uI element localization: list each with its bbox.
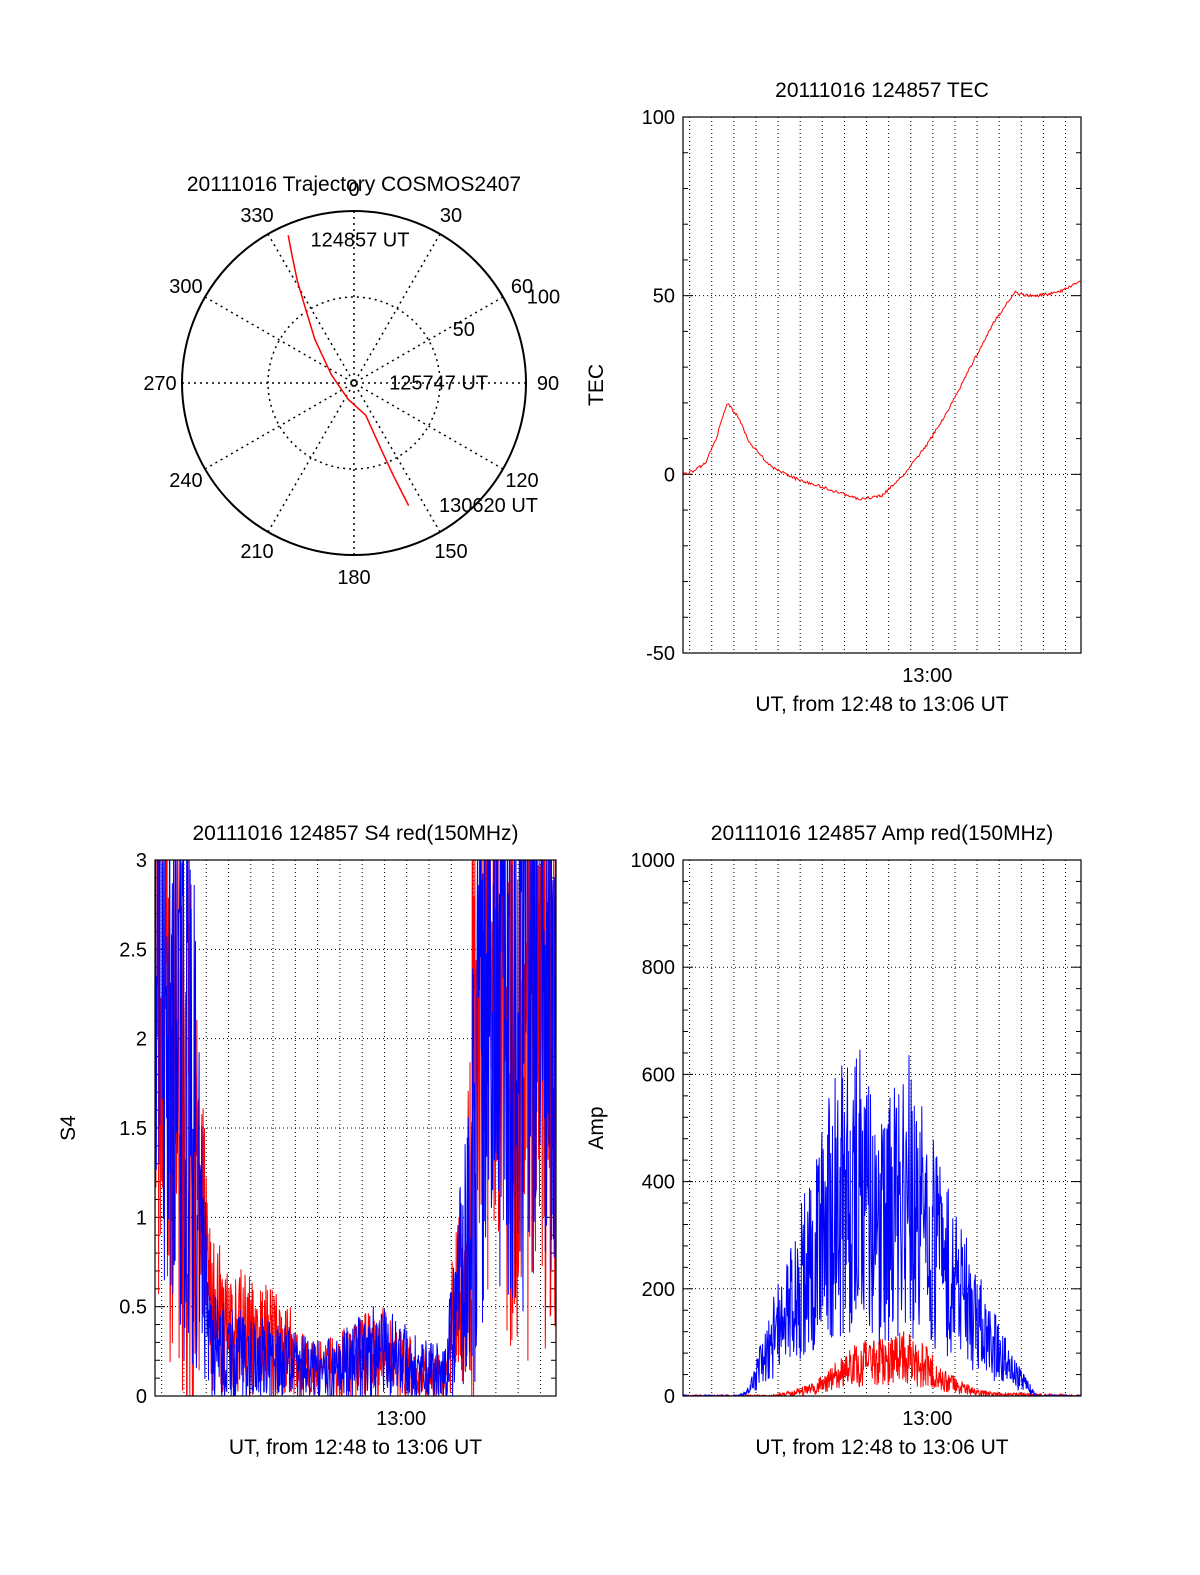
y-tick-label: 1.5: [119, 1118, 147, 1140]
series-line: [683, 1331, 1081, 1396]
y-tick-label: 2: [136, 1029, 147, 1051]
y-tick-label: 1000: [631, 850, 676, 872]
azimuth-label: 240: [169, 470, 202, 492]
plot-frame: [154, 859, 557, 1397]
elevation-label: 50: [453, 319, 475, 341]
y-axis-label: Amp: [585, 1106, 608, 1149]
azimuth-label: 30: [440, 205, 462, 227]
chart-panel-2: 0 0.5 1 1.5 2 2.5 3 13:00 20111016 124857 S4 red…: [57, 822, 557, 1459]
y-tick-label: -50: [646, 643, 675, 665]
azimuth-label: 210: [240, 541, 273, 563]
azimuth-label: 300: [169, 276, 202, 298]
x-axis-label: UT, from 12:48 to 13:06 UT: [229, 1436, 482, 1459]
y-tick-label: 200: [642, 1279, 675, 1301]
azimuth-label: 120: [505, 470, 538, 492]
y-axis-label: TEC: [585, 364, 608, 406]
x-axis-label: UT, from 12:48 to 13:06 UT: [755, 693, 1008, 716]
y-axis-label: S4: [57, 1115, 80, 1141]
time-annotation: 130620 UT: [439, 495, 538, 517]
trajectory-line: [287, 235, 410, 506]
y-tick-label: 0: [664, 1386, 675, 1408]
y-tick-label: 0: [664, 464, 675, 486]
y-tick-label: 3: [136, 850, 147, 872]
azimuth-label: 150: [434, 541, 467, 563]
y-tick-label: 800: [642, 957, 675, 979]
azimuth-label: 90: [537, 373, 559, 395]
series-line: [155, 860, 556, 1396]
series-line: [683, 1049, 1081, 1396]
plot-frame: [682, 859, 1082, 1397]
x-tick-label: 13:00: [376, 1408, 426, 1430]
time-annotation: 125747 UT: [389, 372, 488, 394]
polar-plot: [181, 210, 527, 556]
azimuth-label: 60: [511, 276, 533, 298]
chart-title: 20111016 Trajectory COSMOS2407: [187, 173, 521, 196]
chart-panel-1: -50 0 50 100 13:00 20111016 124857 TEC UT, fro…: [585, 79, 1082, 716]
y-tick-label: 0.5: [119, 1297, 147, 1319]
azimuth-label: 0: [348, 179, 359, 201]
y-tick-label: 100: [642, 107, 675, 129]
series-line: [683, 280, 1081, 501]
elevation-label: 100: [527, 287, 560, 309]
chart-panel-3: 0 200 400 600 800 1000 13:00 20111016 124857 Am…: [585, 822, 1082, 1459]
chart-title: 20111016 124857 S4 red(150MHz): [192, 822, 518, 845]
x-tick-label: 13:00: [902, 665, 952, 687]
azimuth-label: 270: [143, 373, 176, 395]
y-tick-label: 1: [136, 1207, 147, 1229]
y-tick-label: 600: [642, 1064, 675, 1086]
azimuth-label: 180: [337, 567, 370, 589]
chart-title: 20111016 124857 Amp red(150MHz): [711, 822, 1053, 845]
series-line: [155, 860, 556, 1396]
time-annotation: 124857 UT: [311, 229, 410, 251]
azimuth-label: 330: [240, 205, 273, 227]
plot-frame: [682, 116, 1082, 654]
y-tick-label: 0: [136, 1386, 147, 1408]
y-tick-label: 50: [653, 286, 675, 308]
x-axis-label: UT, from 12:48 to 13:06 UT: [755, 1436, 1008, 1459]
y-tick-label: 400: [642, 1172, 675, 1194]
y-tick-label: 2.5: [119, 939, 147, 961]
chart-title: 20111016 124857 TEC: [775, 79, 989, 102]
x-tick-label: 13:00: [902, 1408, 952, 1430]
